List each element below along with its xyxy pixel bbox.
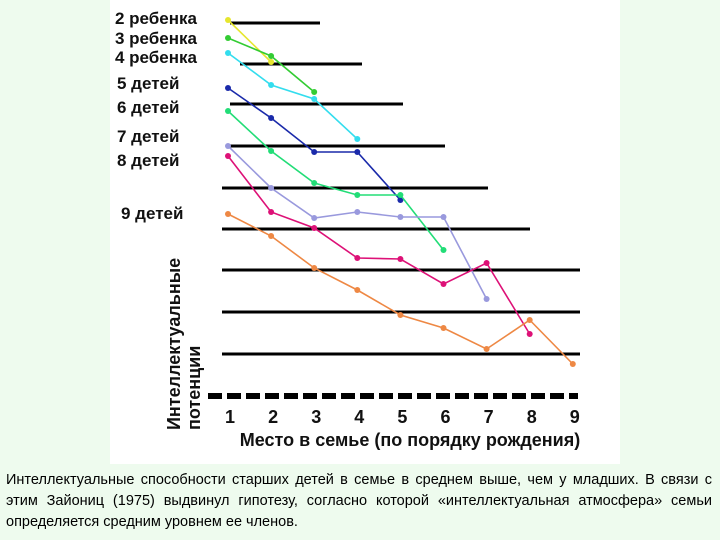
data-point (397, 312, 404, 318)
data-point (268, 53, 275, 59)
data-point (440, 247, 447, 253)
data-point (311, 180, 318, 186)
data-point (354, 287, 361, 293)
x-tick-label: 3 (311, 407, 321, 427)
series-label: 3 ребенка (115, 29, 198, 48)
data-point (354, 209, 361, 215)
series-label: 5 детей (117, 74, 179, 93)
series-label: 9 детей (121, 204, 183, 223)
data-point (225, 50, 231, 56)
data-point (440, 214, 447, 220)
data-point (311, 225, 318, 231)
data-point (268, 115, 275, 121)
x-tick-label: 8 (527, 407, 537, 427)
data-point (225, 35, 231, 41)
x-tick-label: 7 (484, 407, 494, 427)
data-point (483, 260, 490, 266)
data-point (268, 82, 275, 88)
data-point (483, 346, 490, 352)
data-point (397, 256, 404, 262)
series-line (227, 155, 531, 335)
data-point (354, 149, 361, 155)
data-point (311, 89, 318, 95)
data-point (268, 148, 275, 154)
data-point (440, 325, 447, 331)
data-point (268, 233, 275, 239)
series-label: 4 ребенка (115, 48, 198, 67)
data-point (311, 96, 318, 102)
data-point (397, 197, 404, 203)
data-point (440, 281, 447, 287)
data-point (397, 214, 404, 220)
data-point (483, 296, 490, 302)
x-tick-label: 6 (440, 407, 450, 427)
data-point (311, 215, 318, 221)
x-tick-label: 2 (268, 407, 278, 427)
x-tick-label: 5 (397, 407, 407, 427)
x-axis-label: Место в семье (по порядку рождения) (240, 430, 580, 450)
series-line (227, 52, 358, 140)
data-point (354, 192, 361, 198)
data-point (526, 317, 533, 323)
caption: Интеллектуальные способности старших дет… (6, 472, 712, 530)
series-line (227, 110, 445, 251)
data-point (354, 136, 361, 142)
series-line (227, 19, 272, 63)
data-point (225, 143, 231, 149)
reference-lines (222, 21, 580, 356)
data-point (225, 153, 231, 159)
series-label: 7 детей (117, 127, 179, 146)
chart: Интеллектуальные потенции Место в семье … (110, 0, 620, 464)
panel (110, 0, 620, 464)
data-point (268, 185, 275, 191)
series-label: 8 детей (117, 151, 179, 170)
data-point (311, 149, 318, 155)
series-label: 2 ребенка (115, 9, 198, 28)
series-label: 6 детей (117, 98, 179, 117)
data-point (225, 17, 231, 23)
x-tick-label: 1 (225, 407, 235, 427)
data-point (225, 108, 231, 114)
data-point (526, 331, 533, 337)
data-point (268, 209, 275, 215)
y-axis-label: потенции (184, 346, 204, 430)
data-point (354, 255, 361, 261)
data-point (268, 59, 275, 65)
y-axis-label: Интеллектуальные (164, 258, 184, 430)
data-point (569, 361, 576, 367)
data-point (397, 192, 404, 198)
data-point (225, 85, 231, 91)
data-point (311, 265, 318, 271)
x-tick-label: 4 (354, 407, 364, 427)
data-point (225, 211, 231, 217)
x-tick-label: 9 (570, 407, 580, 427)
